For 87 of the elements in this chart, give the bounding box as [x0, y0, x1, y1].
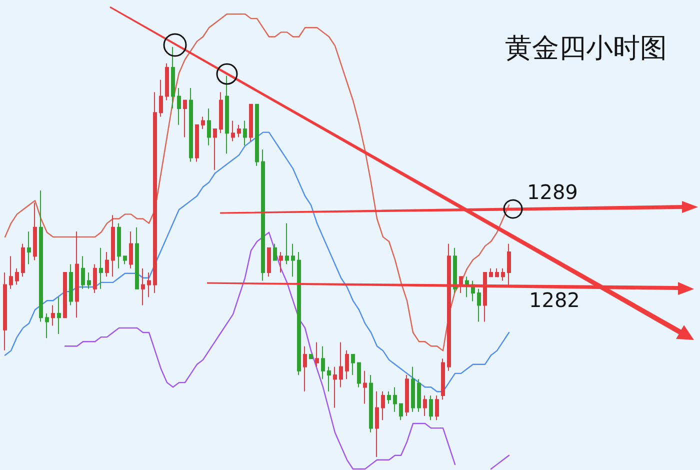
- candlestick: [489, 268, 493, 278]
- candlestick: [123, 256, 127, 265]
- candlestick: [321, 346, 325, 380]
- candlestick: [273, 243, 277, 261]
- candlestick: [111, 214, 115, 278]
- candlestick: [369, 374, 373, 433]
- candlestick: [243, 120, 247, 146]
- candlestick: [81, 256, 85, 290]
- candlestick: [129, 231, 133, 269]
- candlestick: [63, 272, 67, 318]
- candlestick: [159, 79, 163, 118]
- candlestick: [465, 276, 469, 298]
- candlestick: [345, 350, 349, 380]
- candlestick: [105, 252, 109, 278]
- candlestick: [495, 268, 499, 278]
- candlestick: [165, 62, 169, 101]
- candlestick: [303, 346, 307, 392]
- candlestick: [177, 88, 181, 126]
- candlestick: [87, 272, 91, 290]
- candlestick: [339, 342, 343, 388]
- candlestick: [45, 313, 49, 339]
- candlestick: [483, 272, 487, 322]
- candlestick: [9, 256, 13, 290]
- candlestick: [477, 288, 481, 322]
- candlestick: [387, 390, 391, 404]
- candlestick: [267, 247, 271, 278]
- candlestick: [39, 190, 43, 322]
- candlestick: [147, 272, 151, 298]
- candlestick: [375, 390, 379, 458]
- candlestick: [195, 124, 199, 162]
- candlestick: [189, 88, 193, 162]
- candlestick: [27, 231, 31, 265]
- candlestick: [225, 75, 229, 154]
- candlestick: [201, 116, 205, 130]
- candlestick: [333, 366, 337, 408]
- candlestick: [285, 222, 289, 265]
- candlestick: [237, 124, 241, 138]
- candlestick: [93, 264, 97, 294]
- candlestick: [69, 264, 73, 306]
- candlestick: [219, 92, 223, 134]
- candlestick: [51, 304, 55, 326]
- candlestick: [21, 243, 25, 278]
- candlestick: [399, 403, 403, 421]
- candlestick: [411, 366, 415, 412]
- candlestick: [117, 222, 121, 269]
- candlestick: [207, 108, 211, 146]
- candlestick: [141, 268, 145, 306]
- candlestick: [447, 243, 451, 372]
- candlestick: [507, 243, 511, 286]
- candlestick: [459, 276, 463, 294]
- candlestick: [171, 46, 175, 109]
- candlestick: [381, 390, 385, 421]
- candlestick: [441, 358, 445, 400]
- candlestick: [249, 104, 253, 142]
- candlestick: [213, 128, 217, 170]
- candlestick: [33, 202, 37, 261]
- candlestick: [231, 120, 235, 142]
- candlestick: [99, 247, 103, 290]
- candlestick: [309, 354, 313, 360]
- candlestick: [261, 149, 265, 282]
- candlestick: [297, 252, 301, 376]
- candlestick: [3, 272, 7, 351]
- text: 1282: [529, 288, 580, 312]
- candlestick: [357, 362, 361, 388]
- candlestick: [291, 243, 295, 278]
- candlestick: [57, 296, 61, 334]
- candlestick: [279, 252, 283, 273]
- candlestick: [435, 395, 439, 421]
- text: 黄金四小时图: [505, 33, 667, 64]
- candlestick: [405, 374, 409, 416]
- candlestick: [255, 104, 259, 166]
- candlestick: [429, 395, 433, 421]
- candlestick: [15, 268, 19, 286]
- candlestick: [423, 395, 427, 416]
- candlestick: [363, 370, 367, 404]
- candlestick: [75, 231, 79, 318]
- candlestick: [501, 268, 505, 282]
- candlestick: [183, 100, 187, 138]
- text: 1289: [527, 180, 578, 204]
- candlestick: [393, 386, 397, 412]
- candlestick: [327, 366, 331, 392]
- candlestick: [135, 226, 139, 290]
- candlestick: [453, 247, 457, 294]
- candlestick: [417, 378, 421, 412]
- candlestick: [153, 92, 157, 294]
- candlestick: [315, 342, 319, 368]
- candlestick: [351, 354, 355, 376]
